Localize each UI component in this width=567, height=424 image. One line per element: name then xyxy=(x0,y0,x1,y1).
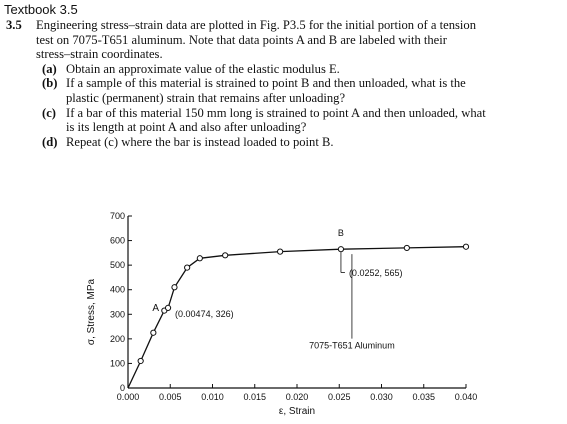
data-point xyxy=(403,244,410,252)
part-label: (b) xyxy=(42,76,58,91)
problem-part-b: (b) If a sample of this material is stra… xyxy=(42,76,562,105)
header-title: Textbook 3.5 xyxy=(4,2,78,17)
data-point xyxy=(196,255,203,262)
data-point xyxy=(462,243,470,250)
x-tick-label: 0.005 xyxy=(159,392,182,402)
y-tick-label: 300 xyxy=(110,309,125,319)
x-axis-label: ε, Strain xyxy=(279,406,315,417)
point-b-label: B xyxy=(338,228,344,238)
part-label: (d) xyxy=(42,134,58,149)
x-tick-label: 0.000 xyxy=(117,392,140,402)
y-tick-label: 0 xyxy=(120,383,125,393)
part-line: Repeat (c) where the bar is instead load… xyxy=(66,134,334,149)
part-line: plastic (permanent) strain that remains … xyxy=(66,90,346,105)
series-legend-label: 7075-T651 Aluminum xyxy=(309,341,395,351)
part-line: If a sample of this material is strained… xyxy=(66,76,466,91)
x-tick-label: 0.020 xyxy=(286,392,309,402)
problem-part-a: (a) Obtain an approximate value of the e… xyxy=(42,62,562,77)
problem-statement: 3.5 Engineering stress–strain data are p… xyxy=(6,18,562,149)
data-point xyxy=(337,246,345,253)
part-line: is its length at point A and also after … xyxy=(66,120,307,135)
intro-line: stress–strain coordinates. xyxy=(36,47,163,62)
part-label: (c) xyxy=(42,105,56,120)
y-tick-label: 200 xyxy=(110,334,125,344)
x-tick-label: 0.040 xyxy=(455,392,478,402)
part-line: If a bar of this material 150 mm long is… xyxy=(66,105,486,120)
data-point xyxy=(277,248,284,255)
problem-number: 3.5 xyxy=(6,18,22,32)
y-tick-label: 500 xyxy=(110,260,125,270)
y-tick-label: 400 xyxy=(110,285,125,295)
data-point xyxy=(150,329,157,336)
intro-line: test on 7075-T651 aluminum. Note that da… xyxy=(36,32,447,47)
problem-part-d: (d) Repeat (c) where the bar is instead … xyxy=(42,135,562,150)
x-tick-label: 0.015 xyxy=(243,392,266,402)
y-tick-label: 100 xyxy=(110,358,125,368)
intro-line: Engineering stress–strain data are plott… xyxy=(36,18,476,32)
page-header: Textbook 3.5 xyxy=(4,2,78,17)
x-tick-label: 0.025 xyxy=(328,392,351,402)
y-axis-label: σ, Stress, MPa xyxy=(86,278,97,345)
stress-strain-chart: 0.000 0.005 0.010 0.015 0.020 0.025 0.030 0.035… xyxy=(86,211,478,417)
data-point xyxy=(184,264,191,271)
data-point xyxy=(137,357,144,365)
x-tick-label: 0.030 xyxy=(370,392,393,402)
point-a-label: A xyxy=(152,303,159,314)
y-tick-label: 600 xyxy=(110,236,125,246)
x-tick-label: 0.010 xyxy=(201,392,224,402)
y-tick-label: 700 xyxy=(110,211,125,221)
x-tick-label: 0.035 xyxy=(412,392,435,402)
point-b-coords: (0.0252, 565) xyxy=(349,268,403,278)
part-line: Obtain an approximate value of the elast… xyxy=(66,61,340,76)
problem-part-c: (c) If a bar of this material 150 mm lon… xyxy=(42,106,562,135)
data-point xyxy=(164,304,172,311)
part-label: (a) xyxy=(42,61,57,76)
data-point xyxy=(171,284,178,291)
data-point xyxy=(222,252,229,259)
point-a-coords: (0.00474, 326) xyxy=(175,309,234,319)
